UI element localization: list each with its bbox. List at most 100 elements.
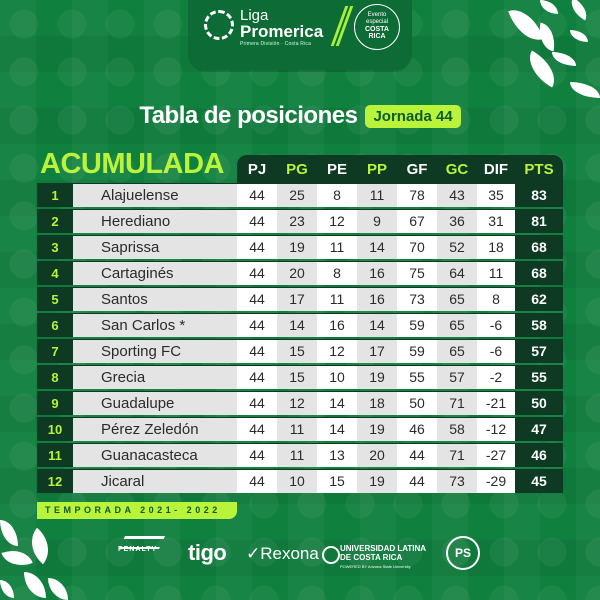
- position-cell: 2: [37, 210, 73, 233]
- table-label: ACUMULADA: [40, 148, 224, 180]
- position-cell: 4: [37, 262, 73, 285]
- column-header-gc: GC: [445, 161, 469, 178]
- dif-cell: -2: [477, 366, 515, 389]
- team-name-cell: Jicaral: [73, 470, 237, 493]
- gf-cell: 59: [397, 340, 437, 363]
- pe-cell: 15: [317, 470, 357, 493]
- pe-cell: 11: [317, 236, 357, 259]
- dif-cell: 31: [477, 210, 515, 233]
- pe-cell: 11: [317, 288, 357, 311]
- gf-cell: 46: [397, 418, 437, 441]
- dif-cell: 18: [477, 236, 515, 259]
- gc-cell: 64: [437, 262, 477, 285]
- table-row: 7 Sporting FC 44 15 12 17 59 65 -6 57: [37, 339, 563, 363]
- position-cell: 6: [37, 314, 73, 337]
- table-row: 2 Herediano 44 23 12 9 67 36 31 81: [37, 209, 563, 233]
- team-name-cell: Pérez Zeledón: [73, 418, 237, 441]
- sponsor-bar: PENALTY tigo ✓Rexona UNIVERSIDAD LATINA …: [0, 536, 600, 586]
- table-row: 11 Guanacasteca 44 11 13 20 44 71 -27 46: [37, 443, 563, 467]
- team-name-cell: Cartaginés: [73, 262, 237, 285]
- dif-cell: -6: [477, 314, 515, 337]
- gc-cell: 65: [437, 314, 477, 337]
- pts-cell: 50: [515, 392, 563, 415]
- gf-cell: 73: [397, 288, 437, 311]
- pg-cell: 12: [277, 392, 317, 415]
- pts-cell: 68: [515, 262, 563, 285]
- dif-cell: 11: [477, 262, 515, 285]
- table-row: 6 San Carlos * 44 14 16 14 59 65 -6 58: [37, 313, 563, 337]
- column-header-pe: PE: [326, 161, 347, 178]
- gf-cell: 55: [397, 366, 437, 389]
- gc-cell: 43: [437, 184, 477, 207]
- rexona-logo: ✓Rexona: [246, 544, 319, 563]
- table-row: 3 Saprissa 44 19 11 14 70 52 18 68: [37, 235, 563, 259]
- pts-cell: 58: [515, 314, 563, 337]
- pg-cell: 14: [277, 314, 317, 337]
- team-name-cell: Santos: [73, 288, 237, 311]
- ps-seal-logo: PS: [446, 536, 480, 570]
- position-cell: 10: [37, 418, 73, 441]
- team-name-cell: San Carlos *: [73, 314, 237, 337]
- pj-cell: 44: [237, 418, 277, 441]
- table-row: 4 Cartaginés 44 20 8 16 75 64 11 68: [37, 261, 563, 285]
- position-cell: 8: [37, 366, 73, 389]
- pe-cell: 16: [317, 314, 357, 337]
- position-cell: 5: [37, 288, 73, 311]
- team-name-cell: Guadalupe: [73, 392, 237, 415]
- gf-cell: 59: [397, 314, 437, 337]
- pe-cell: 12: [317, 210, 357, 233]
- pe-cell: 12: [317, 340, 357, 363]
- pg-cell: 20: [277, 262, 317, 285]
- column-header-dif: DIF: [483, 161, 509, 178]
- title-row: Tabla de posiciones Jornada 44: [0, 102, 600, 130]
- liga-promerica-wordmark: Liga Promerica Primera División · Costa …: [240, 7, 324, 47]
- pe-cell: 8: [317, 184, 357, 207]
- pj-cell: 44: [237, 470, 277, 493]
- pe-cell: 8: [317, 262, 357, 285]
- dif-cell: -6: [477, 340, 515, 363]
- pe-cell: 14: [317, 418, 357, 441]
- pg-cell: 23: [277, 210, 317, 233]
- table-row: 10 Pérez Zeledón 44 11 14 19 46 58 -12 47: [37, 417, 563, 441]
- table-row: 5 Santos 44 17 11 16 73 65 8 62: [37, 287, 563, 311]
- dif-cell: -29: [477, 470, 515, 493]
- team-name-cell: Sporting FC: [73, 340, 237, 363]
- dif-cell: -12: [477, 418, 515, 441]
- pg-cell: 19: [277, 236, 317, 259]
- pp-cell: 17: [357, 340, 397, 363]
- pts-cell: 57: [515, 340, 563, 363]
- pp-cell: 14: [357, 236, 397, 259]
- gf-cell: 44: [397, 470, 437, 493]
- pj-cell: 44: [237, 392, 277, 415]
- column-header-pj: PJ: [247, 161, 267, 178]
- pp-cell: 16: [357, 288, 397, 311]
- pg-cell: 15: [277, 366, 317, 389]
- pp-cell: 11: [357, 184, 397, 207]
- table-row: 9 Guadalupe 44 12 14 18 50 71 -21 50: [37, 391, 563, 415]
- position-cell: 7: [37, 340, 73, 363]
- pp-cell: 19: [357, 366, 397, 389]
- table-row: 12 Jicaral 44 10 15 19 44 73 -29 45: [37, 469, 563, 493]
- header-logo-tab: Liga Promerica Primera División · Costa …: [188, 0, 412, 70]
- standings-table: 1 Alajuelense 44 25 8 11 78 43 35 83 2 Herediano 44 2…: [37, 183, 563, 495]
- liga-promerica-logo-icon: [204, 10, 234, 40]
- universidad-latina-logo: UNIVERSIDAD LATINA DE COSTA RICA POWERED…: [322, 544, 426, 571]
- gc-cell: 36: [437, 210, 477, 233]
- gf-cell: 75: [397, 262, 437, 285]
- column-header-pp: PP: [366, 161, 387, 178]
- pj-cell: 44: [237, 366, 277, 389]
- position-cell: 12: [37, 470, 73, 493]
- pp-cell: 14: [357, 314, 397, 337]
- pj-cell: 44: [237, 288, 277, 311]
- pj-cell: 44: [237, 340, 277, 363]
- gc-cell: 73: [437, 470, 477, 493]
- jornada-badge: Jornada 44: [365, 104, 461, 128]
- costa-rica-event-badge: Evento especial COSTA RICA: [354, 4, 400, 50]
- team-name-cell: Saprissa: [73, 236, 237, 259]
- column-header-pts: PTS: [524, 161, 554, 178]
- pg-cell: 10: [277, 470, 317, 493]
- pe-cell: 10: [317, 366, 357, 389]
- pj-cell: 44: [237, 184, 277, 207]
- pp-cell: 19: [357, 470, 397, 493]
- gc-cell: 57: [437, 366, 477, 389]
